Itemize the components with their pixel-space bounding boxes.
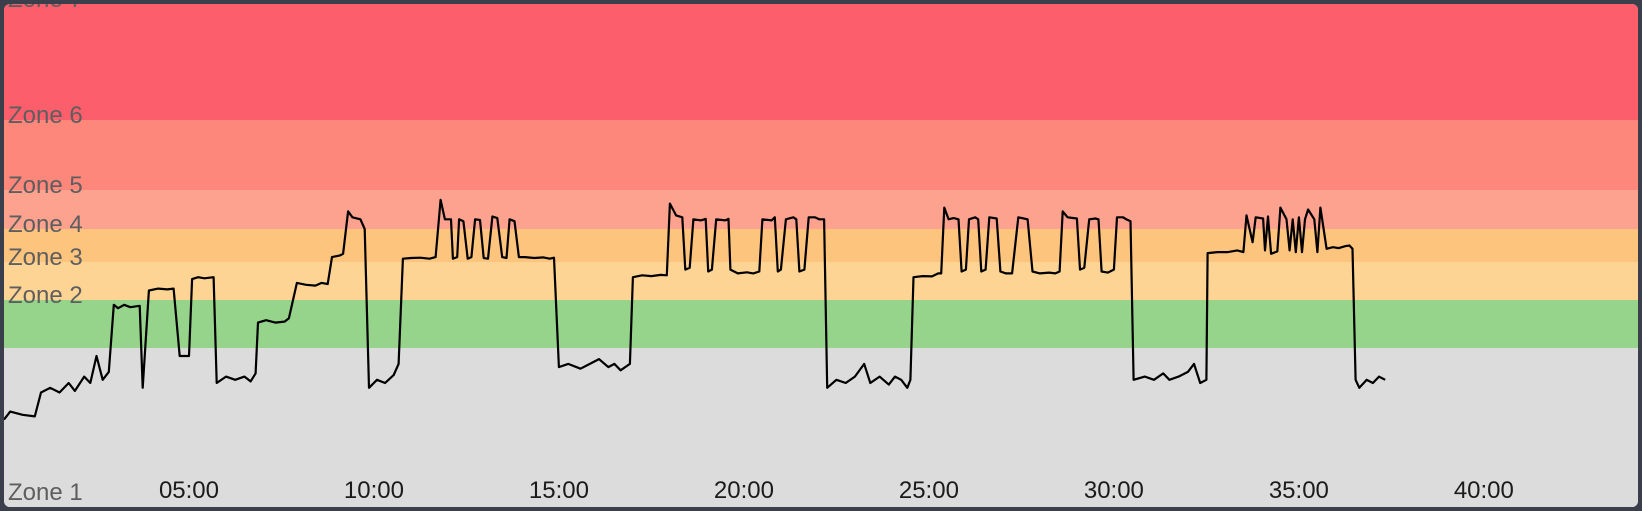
zone-label-5: Zone 5 xyxy=(8,172,83,199)
zone-label-7: Zone 7 xyxy=(8,4,83,13)
x-tick-label: 25:00 xyxy=(899,477,959,504)
x-axis-ticks: 05:00 10:00 15:00 20:00 25:00 30:00 35:00 40:00 xyxy=(159,477,1514,504)
x-tick-label: 20:00 xyxy=(714,477,774,504)
zone-label-6: Zone 6 xyxy=(8,102,83,129)
zone-label-3: Zone 3 xyxy=(8,244,83,271)
zone-band-5 xyxy=(4,190,1638,229)
zone-band-1 xyxy=(4,348,1638,507)
zone-band-4 xyxy=(4,229,1638,262)
zone-band-2 xyxy=(4,300,1638,348)
zone-bands xyxy=(4,4,1638,507)
zone-band-3 xyxy=(4,262,1638,300)
zone-label-2: Zone 2 xyxy=(8,282,83,309)
x-tick-label: 15:00 xyxy=(529,477,589,504)
zone-band-6 xyxy=(4,120,1638,190)
zone-labels: Zone 1 Zone 2 Zone 3 Zone 4 Zone 5 Zone 6 Zone… xyxy=(8,4,83,506)
power-zone-chart: Zone 1 Zone 2 Zone 3 Zone 4 Zone 5 Zone 6 Zone… xyxy=(4,4,1638,507)
chart-frame: Zone 1 Zone 2 Zone 3 Zone 4 Zone 5 Zone 6 Zone… xyxy=(4,4,1638,507)
zone-band-7 xyxy=(4,4,1638,120)
x-tick-label: 35:00 xyxy=(1269,477,1329,504)
x-tick-label: 30:00 xyxy=(1084,477,1144,504)
x-tick-label: 05:00 xyxy=(159,477,219,504)
series-line xyxy=(4,198,1386,421)
zone-label-1: Zone 1 xyxy=(8,479,83,506)
x-tick-label: 40:00 xyxy=(1454,477,1514,504)
zone-label-4: Zone 4 xyxy=(8,211,83,238)
x-tick-label: 10:00 xyxy=(344,477,404,504)
